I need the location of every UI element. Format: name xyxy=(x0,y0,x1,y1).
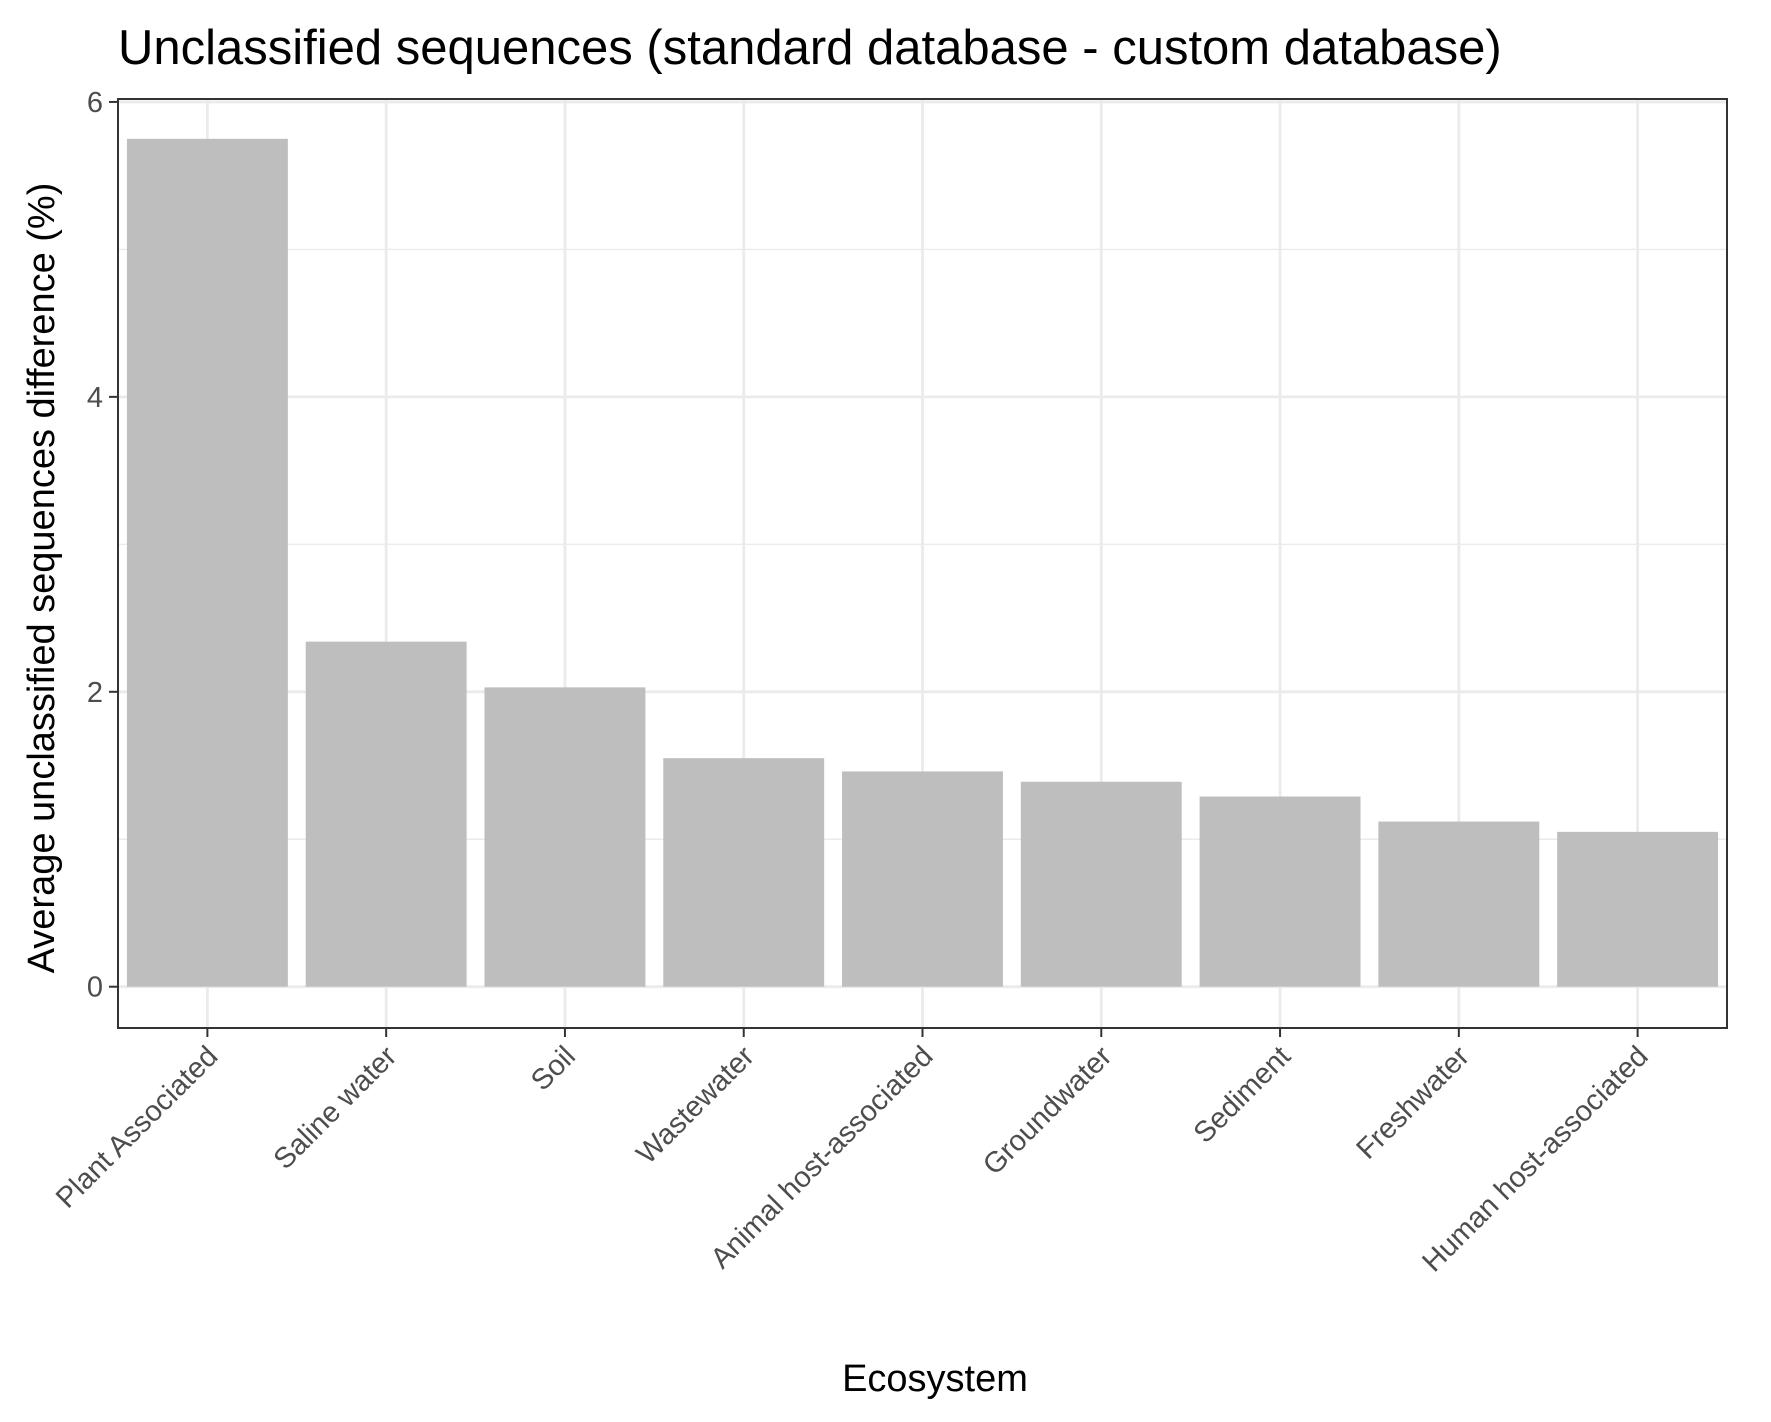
chart-title: Unclassified sequences (standard databas… xyxy=(118,21,1502,75)
bar xyxy=(305,641,467,987)
bar xyxy=(1378,821,1540,987)
bar xyxy=(663,758,825,987)
bar xyxy=(1199,796,1361,987)
bars xyxy=(126,138,1719,987)
bar xyxy=(484,687,646,987)
bar xyxy=(1020,781,1182,987)
bar xyxy=(842,771,1003,987)
y-tick-label: 4 xyxy=(87,382,103,414)
x-tick-label: Plant Associated xyxy=(50,1040,224,1214)
x-tick-label: Saline water xyxy=(268,1040,404,1176)
bar xyxy=(1557,831,1719,987)
y-tick-label: 2 xyxy=(87,677,103,709)
y-tick-label: 6 xyxy=(87,87,103,119)
x-tick-label: Groundwater xyxy=(977,1040,1118,1181)
x-axis-title: Ecosystem xyxy=(842,1358,1028,1400)
bar xyxy=(126,138,288,987)
y-tick-label: 0 xyxy=(87,972,103,1004)
y-axis-title: Average unclassified sequences differenc… xyxy=(21,183,63,974)
x-tick-label: Freshwater xyxy=(1351,1040,1476,1165)
x-tick-label: Sediment xyxy=(1188,1040,1297,1149)
x-tick-label: Wastewater xyxy=(631,1040,761,1170)
x-tick-label: Soil xyxy=(525,1040,582,1097)
